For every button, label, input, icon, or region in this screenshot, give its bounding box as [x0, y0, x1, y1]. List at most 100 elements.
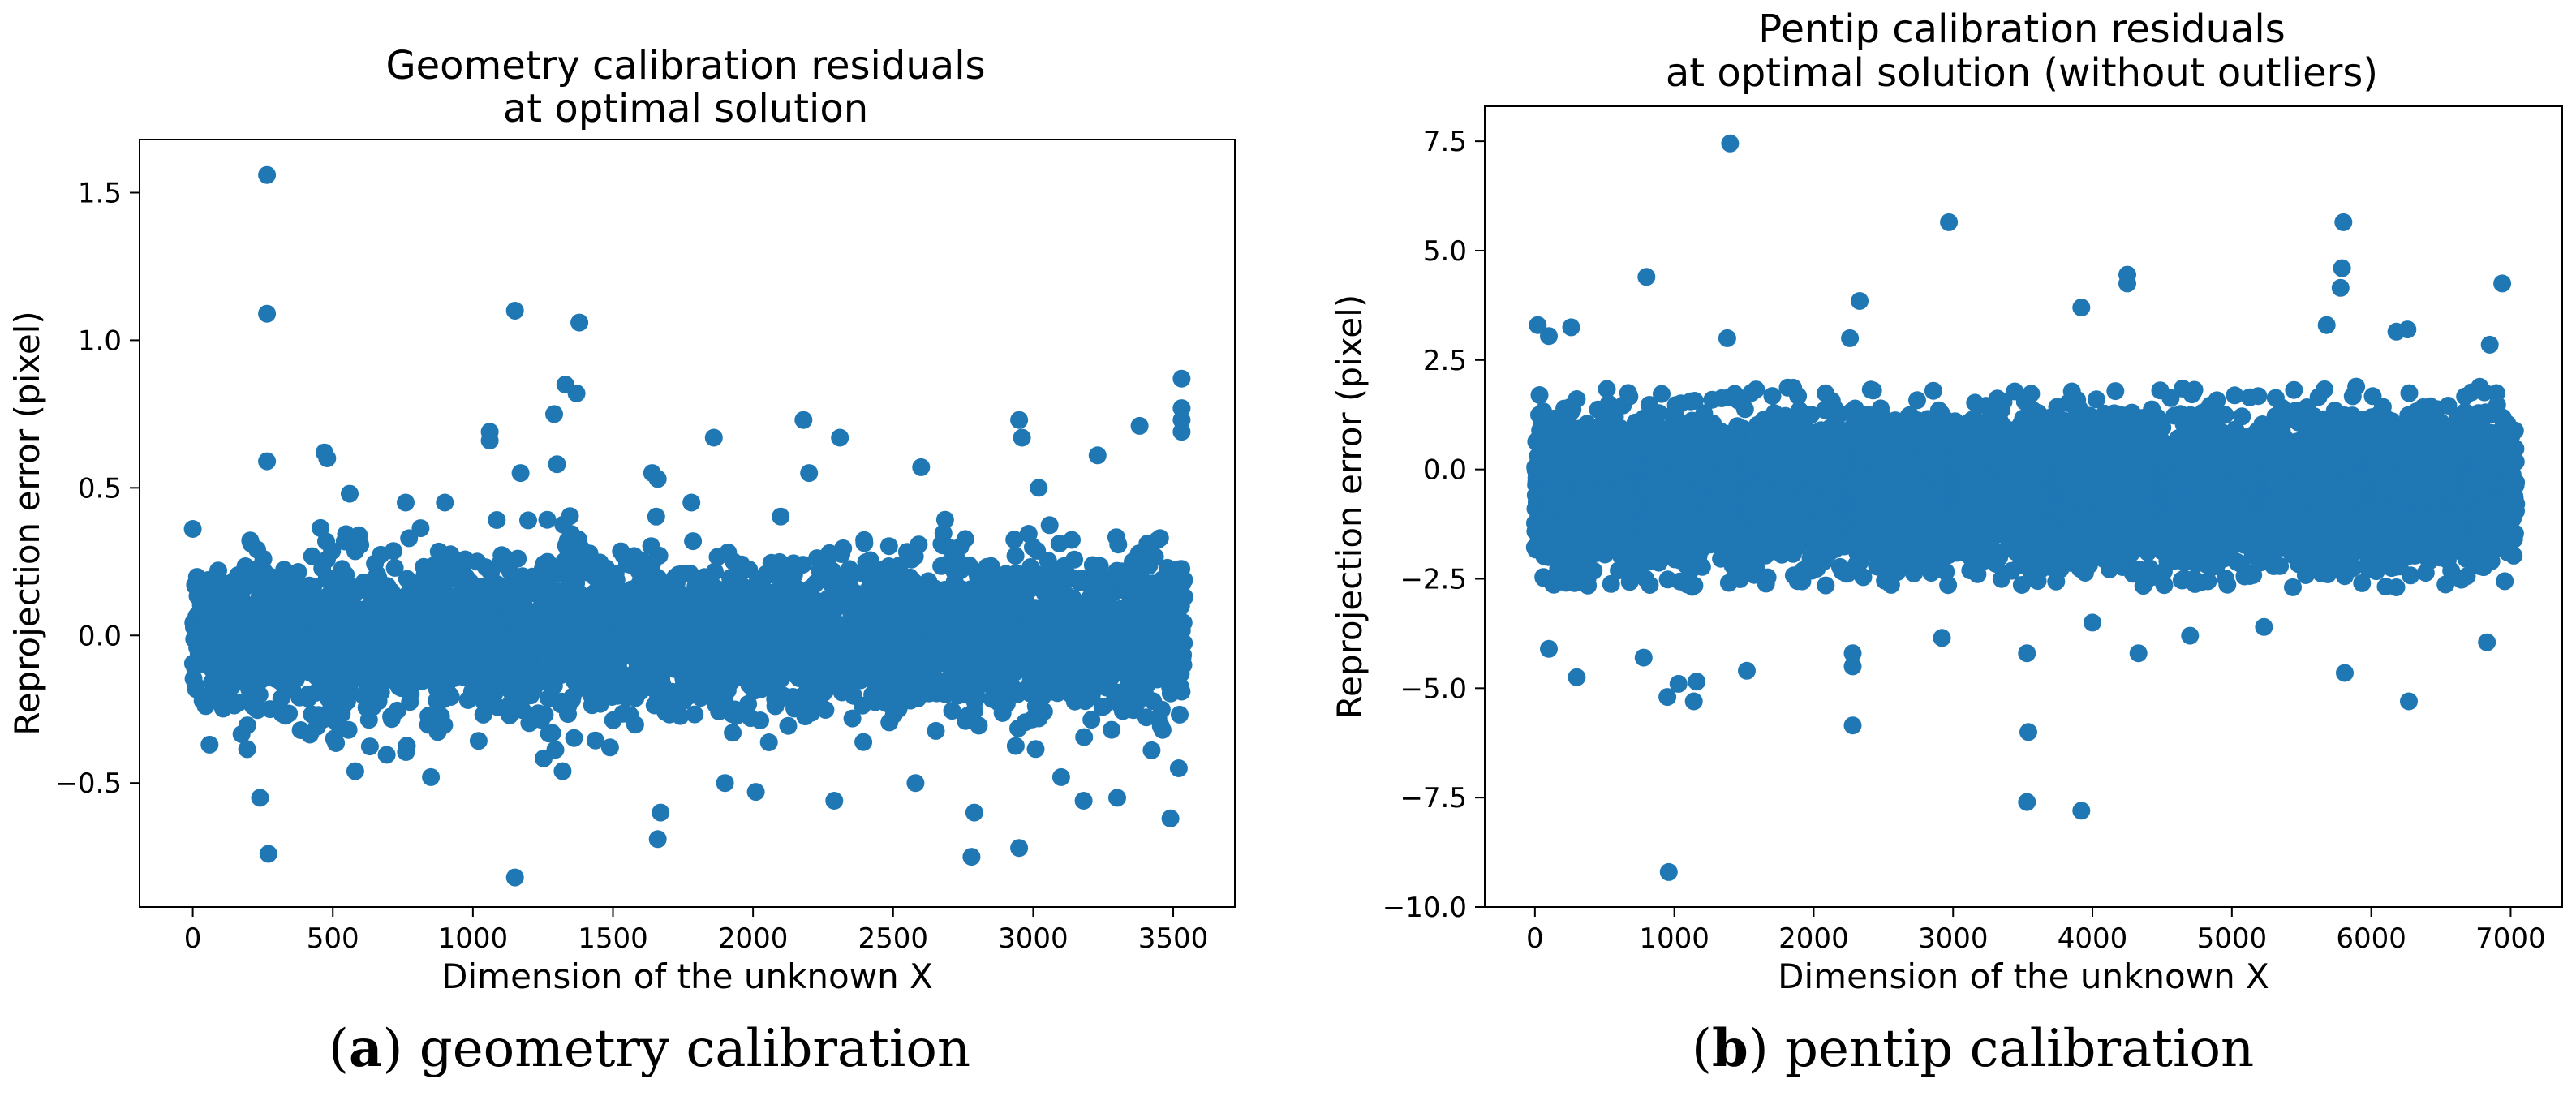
data-point: [956, 530, 974, 548]
data-point: [1006, 737, 1025, 755]
x-tick-label: 2500: [858, 922, 929, 955]
data-point: [740, 561, 759, 578]
data-point: [739, 694, 758, 713]
data-point: [910, 535, 928, 554]
data-point: [1585, 561, 1603, 580]
data-point: [435, 716, 454, 734]
outlier-point: [545, 405, 563, 423]
outlier-point: [397, 493, 415, 512]
data-point: [238, 716, 256, 735]
data-point: [1142, 741, 1161, 759]
data-point: [1150, 529, 1169, 548]
data-point: [1034, 703, 1053, 721]
chart-geometry-calibration: 0 500 1000 1500 2000 2500 3000 3500−0.50.00.51.…: [7, 43, 1236, 996]
outlier-point: [258, 452, 277, 471]
outlier-point: [716, 774, 734, 793]
outlier-point: [553, 762, 572, 780]
outlier-point: [1108, 789, 1126, 807]
x-tick-label: 1500: [578, 922, 648, 955]
data-point: [1174, 613, 1193, 632]
data-point: [546, 741, 565, 759]
data-point: [686, 705, 704, 724]
y-tick-label: 1.5: [78, 177, 122, 209]
outlier-point: [200, 735, 219, 754]
outlier-point: [511, 464, 530, 483]
x-tick-label: 0: [184, 922, 202, 955]
data-point: [1175, 588, 1193, 606]
data-point: [1692, 557, 1711, 576]
data-point: [254, 549, 273, 568]
data-point: [970, 716, 988, 735]
data-point: [442, 570, 461, 588]
outlier-point: [648, 830, 667, 849]
y-tick-label: −0.5: [54, 767, 122, 800]
y-tick-label: 0.0: [78, 620, 122, 652]
data-point: [759, 733, 778, 751]
data-point: [327, 734, 346, 752]
data-point: [469, 732, 488, 750]
x-tick-label: 500: [307, 922, 359, 955]
data-point: [1006, 547, 1025, 565]
data-point: [1530, 386, 1549, 404]
data-point: [1065, 550, 1084, 569]
data-point: [538, 510, 557, 529]
data-point: [411, 519, 430, 538]
outlier-point: [567, 384, 586, 402]
outlier-point: [962, 848, 981, 866]
outlier-point: [505, 302, 524, 320]
outlier-point: [341, 484, 359, 503]
scatter-points: [1525, 134, 2526, 881]
data-point: [1172, 682, 1191, 701]
y-tick-label: 1.0: [78, 325, 122, 357]
data-point: [1174, 656, 1193, 674]
data-point: [1175, 570, 1193, 589]
x-tick-label: 3500: [1138, 922, 1209, 955]
outlier-point: [505, 868, 524, 887]
data-point: [513, 701, 531, 720]
data-point: [565, 729, 583, 747]
scatter-points: [183, 165, 1193, 887]
outlier-point: [548, 455, 566, 474]
data-point: [770, 552, 789, 571]
data-point: [1685, 576, 1704, 595]
data-point: [943, 702, 961, 720]
data-point: [351, 535, 370, 554]
data-point: [1653, 385, 1671, 403]
data-point: [1103, 720, 1121, 739]
data-point: [377, 746, 396, 764]
outlier-point: [436, 493, 454, 512]
data-point: [626, 716, 644, 734]
outlier-point: [251, 789, 269, 807]
data-point: [927, 721, 945, 740]
data-point: [586, 731, 604, 750]
data-point: [543, 724, 561, 742]
data-point: [600, 738, 619, 757]
outlier-point: [318, 449, 337, 467]
data-point: [706, 562, 724, 581]
data-point: [1620, 387, 1639, 406]
data-point: [772, 507, 790, 526]
x-tick-label: 2000: [718, 922, 789, 955]
data-point: [384, 542, 402, 561]
outlier-point: [965, 803, 983, 822]
data-point: [671, 707, 690, 725]
outlier-point: [682, 493, 701, 512]
outlier-point: [652, 803, 670, 822]
outlier-point: [258, 165, 277, 184]
data-point: [488, 511, 506, 529]
data-point: [934, 524, 953, 543]
data-point: [793, 556, 812, 574]
data-point: [751, 711, 769, 729]
data-point: [238, 740, 256, 759]
outlier-point: [1130, 416, 1149, 435]
data-point: [816, 701, 835, 719]
data-point: [1075, 728, 1094, 746]
data-point: [879, 537, 898, 556]
data-point: [684, 532, 703, 551]
axes-frame: [139, 139, 1236, 908]
outlier-point: [746, 783, 765, 802]
data-point: [250, 686, 269, 704]
outlier-point: [831, 428, 849, 447]
data-point: [1109, 535, 1128, 554]
